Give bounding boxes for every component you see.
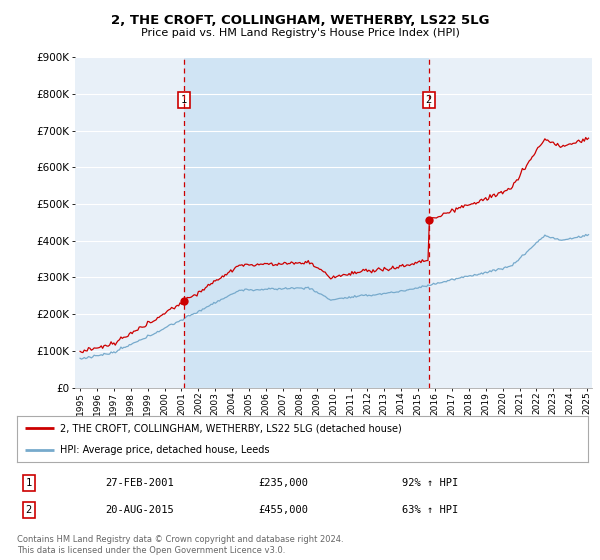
Text: HPI: Average price, detached house, Leeds: HPI: Average price, detached house, Leed… (59, 445, 269, 455)
Text: 1: 1 (26, 478, 32, 488)
Text: 92% ↑ HPI: 92% ↑ HPI (402, 478, 458, 488)
Bar (184, 57, 429, 388)
Text: 2, THE CROFT, COLLINGHAM, WETHERBY, LS22 5LG (detached house): 2, THE CROFT, COLLINGHAM, WETHERBY, LS22… (59, 423, 401, 433)
Text: 2: 2 (425, 95, 432, 105)
Text: 63% ↑ HPI: 63% ↑ HPI (402, 505, 458, 515)
Text: Contains HM Land Registry data © Crown copyright and database right 2024.
This d: Contains HM Land Registry data © Crown c… (17, 535, 343, 555)
Text: 27-FEB-2001: 27-FEB-2001 (105, 478, 174, 488)
Text: £455,000: £455,000 (258, 505, 308, 515)
Text: 2, THE CROFT, COLLINGHAM, WETHERBY, LS22 5LG: 2, THE CROFT, COLLINGHAM, WETHERBY, LS22… (111, 14, 489, 27)
Text: 20-AUG-2015: 20-AUG-2015 (105, 505, 174, 515)
Text: £235,000: £235,000 (258, 478, 308, 488)
Text: 1: 1 (181, 95, 187, 105)
Text: 2: 2 (26, 505, 32, 515)
Text: Price paid vs. HM Land Registry's House Price Index (HPI): Price paid vs. HM Land Registry's House … (140, 28, 460, 38)
